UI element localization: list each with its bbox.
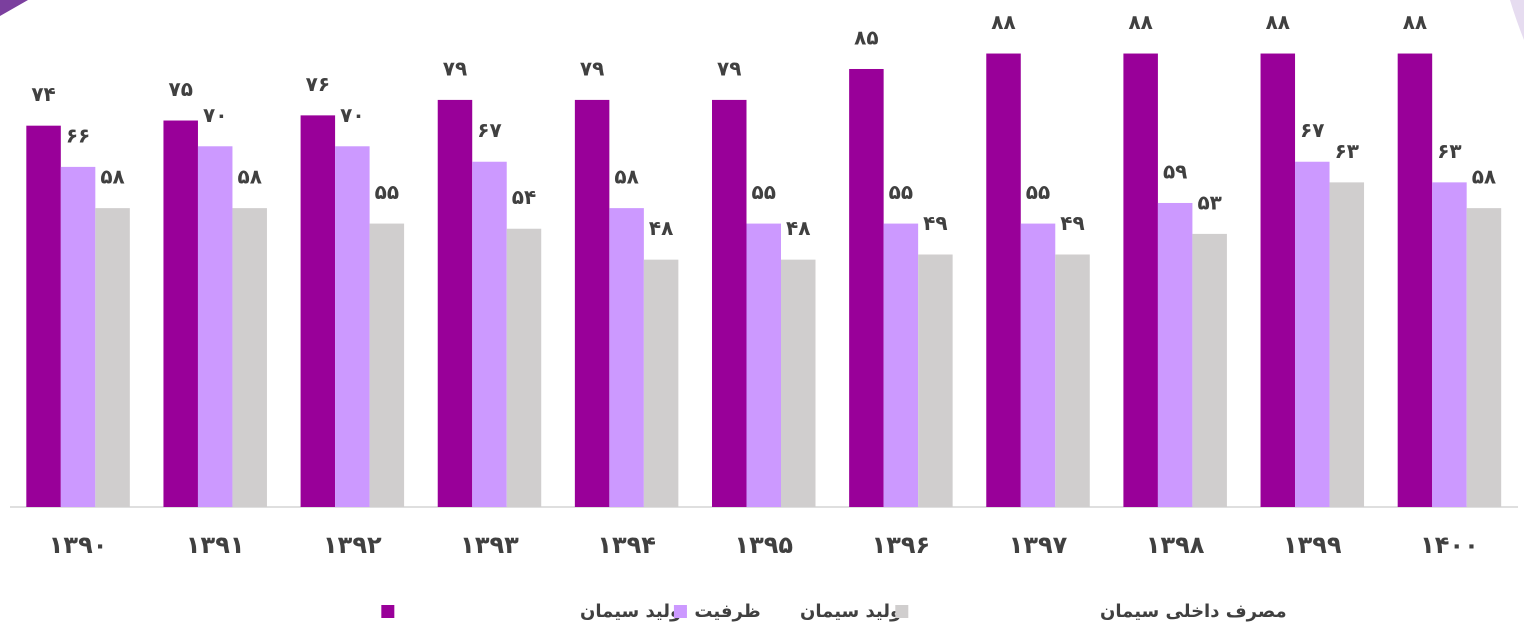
x-tick-label: ۱۳۹۹ xyxy=(1283,531,1342,559)
bar xyxy=(1329,182,1365,507)
corner-decoration xyxy=(0,0,28,16)
bar xyxy=(1397,53,1433,508)
bar xyxy=(1432,182,1467,507)
bar xyxy=(1020,223,1056,507)
bar xyxy=(1123,53,1158,508)
data-label: ۸۸ xyxy=(1128,10,1152,34)
bar xyxy=(849,68,884,507)
bar xyxy=(1192,233,1227,507)
data-label: ۶۳ xyxy=(1335,139,1359,163)
corner-decoration xyxy=(1510,0,1524,40)
data-label: ۶۷ xyxy=(477,118,501,142)
x-tick-label: ۱۳۹۶ xyxy=(872,531,931,559)
data-label: ۶۷ xyxy=(1300,118,1324,142)
bar xyxy=(1295,161,1330,507)
bar xyxy=(883,223,919,507)
data-label: ۵۸ xyxy=(1472,165,1496,189)
data-label: ۸۵ xyxy=(854,25,878,49)
bar xyxy=(918,254,953,507)
bar xyxy=(163,120,198,507)
bar xyxy=(1055,254,1090,507)
bar xyxy=(506,228,542,508)
bar xyxy=(197,146,233,508)
data-label: ۵۸ xyxy=(100,165,124,189)
data-label: ۴۹ xyxy=(923,211,947,235)
data-label: ۸۸ xyxy=(991,10,1015,34)
data-label: ۵۳ xyxy=(1197,190,1221,214)
data-label: ۷۹ xyxy=(580,56,604,80)
x-tick-label: ۱۳۹۲ xyxy=(323,531,382,559)
x-tick-label: ۱۳۹۱ xyxy=(186,531,245,559)
bar xyxy=(60,166,96,508)
bar xyxy=(26,125,61,508)
bar xyxy=(437,99,473,507)
legend-label: ظرفیت تولید سیمان xyxy=(580,601,761,622)
bar xyxy=(609,208,644,508)
x-tick-label: ۱۳۹۸ xyxy=(1146,531,1205,559)
data-label: ۸۸ xyxy=(1403,10,1427,34)
bar xyxy=(712,99,747,507)
data-label: ۷۰ xyxy=(203,103,227,127)
bar xyxy=(1466,208,1502,508)
bar xyxy=(472,161,507,507)
x-tick-label: ۱۳۹۴ xyxy=(597,531,656,559)
data-label: ۴۹ xyxy=(1060,211,1084,235)
data-label: ۷۴ xyxy=(31,82,55,106)
legend-label: تولید سیمان xyxy=(800,601,908,622)
data-label: ۵۸ xyxy=(237,165,261,189)
bar xyxy=(1260,53,1296,508)
data-label: ۵۹ xyxy=(1163,159,1187,183)
x-tick-label: ۱۳۹۳ xyxy=(460,531,519,559)
bar xyxy=(95,208,130,508)
x-tick-label: ۱۴۰۰ xyxy=(1420,531,1479,559)
x-tick-label: ۱۳۹۵ xyxy=(734,531,793,559)
legend-swatch xyxy=(381,605,395,618)
legend-label: مصرف داخلی سیمان xyxy=(1100,601,1287,622)
bar xyxy=(986,53,1021,508)
bar xyxy=(232,208,267,508)
data-label: ۷۰ xyxy=(340,103,364,127)
bar xyxy=(781,259,816,507)
data-label: ۵۸ xyxy=(614,165,638,189)
data-label: ۵۴ xyxy=(512,185,536,209)
data-label: ۷۵ xyxy=(168,77,192,101)
data-label: ۴۸ xyxy=(649,216,673,240)
data-label: ۵۵ xyxy=(1026,180,1050,204)
data-label: ۷۶ xyxy=(306,72,330,96)
data-label: ۶۶ xyxy=(66,123,90,147)
bar xyxy=(369,223,405,507)
data-label: ۸۸ xyxy=(1266,10,1290,34)
legend-swatch xyxy=(673,605,687,618)
data-label: ۷۹ xyxy=(443,56,467,80)
bar xyxy=(335,146,370,508)
data-label: ۵۵ xyxy=(375,180,399,204)
bar xyxy=(643,259,679,507)
data-label: ۵۵ xyxy=(752,180,776,204)
bar xyxy=(574,99,610,507)
data-label: ۵۵ xyxy=(889,180,913,204)
data-label: ۷۹ xyxy=(717,56,741,80)
x-tick-label: ۱۳۹۰ xyxy=(49,531,108,559)
bar xyxy=(1157,202,1193,507)
bar xyxy=(300,115,336,508)
legend-swatch xyxy=(895,605,909,618)
bar xyxy=(746,223,781,507)
x-tick-label: ۱۳۹۷ xyxy=(1009,531,1068,559)
data-label: ۴۸ xyxy=(786,216,810,240)
data-label: ۶۳ xyxy=(1437,139,1461,163)
